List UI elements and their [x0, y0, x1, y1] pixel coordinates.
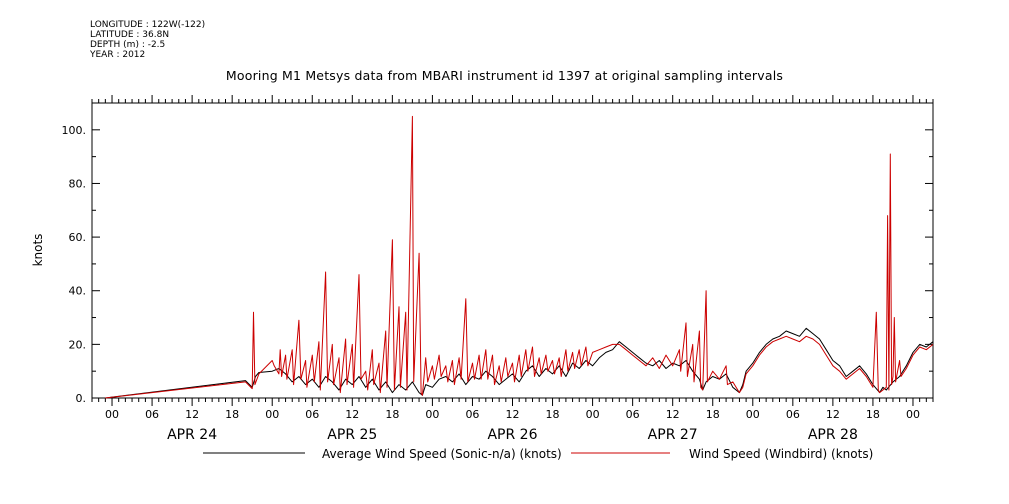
chart-title: Mooring M1 Metsys data from MBARI instru…	[225, 68, 784, 83]
series-group	[105, 115, 934, 399]
y-tick-label: 40.	[69, 285, 87, 298]
series-line-windbird	[105, 115, 934, 399]
x-tick-label: 06	[145, 408, 159, 421]
x-date-label: APR 28	[808, 427, 858, 443]
x-tick-label: 18	[385, 408, 399, 421]
x-tick-label: 18	[546, 408, 560, 421]
x-tick-label: 18	[866, 408, 880, 421]
x-tick-label: 18	[706, 408, 720, 421]
y-tick-label: 80.	[69, 177, 87, 190]
x-date-label: APR 24	[167, 427, 217, 443]
y-tick-label: 100.	[62, 124, 87, 137]
x-tick-label: 00	[906, 408, 920, 421]
axis-ticks: 00 06 12 18 00 06 12 18 00 06 12 18 00 06 12 18 00 06 12 18…	[62, 95, 934, 443]
y-tick-label: 60.	[69, 231, 87, 244]
x-date-label: APR 26	[487, 427, 537, 443]
latitude-label: LATITUDE : 36.8N	[90, 30, 170, 40]
x-tick-label: 00	[746, 408, 760, 421]
x-date-label: APR 27	[648, 427, 698, 443]
x-tick-label: 12	[666, 408, 680, 421]
x-tick-label: 00	[265, 408, 279, 421]
plot-frame	[91, 102, 934, 399]
x-tick-label: 18	[225, 408, 239, 421]
x-tick-label: 00	[425, 408, 439, 421]
series-line-average	[105, 327, 934, 399]
longitude-label: LONGITUDE : 122W(-122)	[90, 20, 206, 30]
y-tick-label: 20.	[69, 338, 87, 351]
legend-label-average: Average Wind Speed (Sonic-n/a) (knots)	[322, 447, 562, 461]
x-tick-label: 12	[345, 408, 359, 421]
x-tick-label: 06	[786, 408, 800, 421]
y-axis-label: knots	[31, 234, 45, 267]
x-tick-label: 00	[105, 408, 119, 421]
legend-label-windbird: Wind Speed (Windbird) (knots)	[689, 447, 874, 461]
depth-label: DEPTH (m) : -2.5	[90, 40, 166, 50]
year-label: YEAR : 2012	[90, 50, 146, 60]
x-tick-label: 12	[506, 408, 520, 421]
x-tick-label: 12	[826, 408, 840, 421]
x-tick-label: 06	[305, 408, 319, 421]
x-date-label: APR 25	[327, 427, 377, 443]
x-tick-label: 12	[185, 408, 199, 421]
y-tick-label: 0.	[76, 392, 87, 405]
x-tick-label: 06	[465, 408, 479, 421]
x-tick-label: 06	[626, 408, 640, 421]
metadata-block: LONGITUDE : 122W(-122) LATITUDE : 36.8N …	[90, 20, 205, 60]
x-tick-label: 00	[586, 408, 600, 421]
